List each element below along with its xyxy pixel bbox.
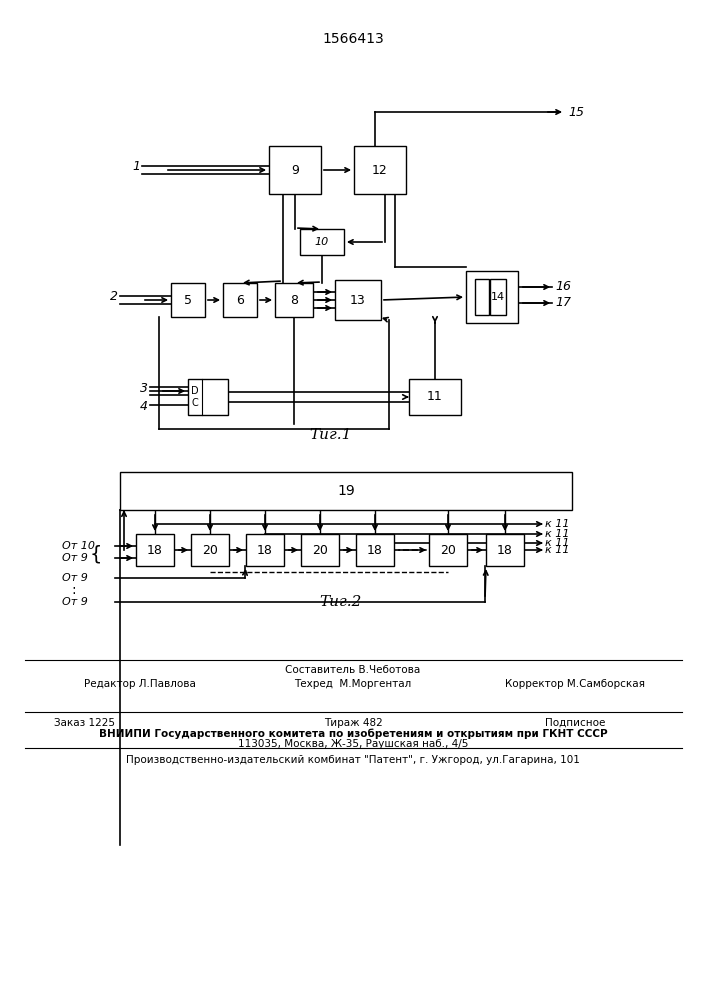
Text: Τиг.1: Τиг.1 — [309, 428, 351, 442]
Text: C: C — [192, 398, 199, 408]
Text: 17: 17 — [555, 296, 571, 310]
Text: ВНИИПИ Государственного комитета по изобретениям и открытиям при ГКНТ СССР: ВНИИПИ Государственного комитета по изоб… — [99, 729, 607, 739]
Text: Заказ 1225: Заказ 1225 — [54, 718, 115, 728]
Text: 20: 20 — [202, 544, 218, 556]
Text: к 11: к 11 — [545, 538, 570, 548]
Text: 10: 10 — [315, 237, 329, 247]
Text: :: : — [71, 583, 76, 597]
Bar — [301, 534, 339, 566]
Text: Техред  М.Моргентал: Техред М.Моргентал — [294, 679, 411, 689]
Bar — [466, 271, 518, 323]
Text: 8: 8 — [290, 294, 298, 306]
Text: к 11: к 11 — [545, 529, 570, 539]
Text: 18: 18 — [367, 544, 383, 556]
Text: к 11: к 11 — [545, 519, 570, 529]
Text: 15: 15 — [568, 105, 584, 118]
Bar — [136, 534, 174, 566]
Text: Тираж 482: Тираж 482 — [324, 718, 382, 728]
Text: 13: 13 — [350, 294, 366, 306]
Text: 2: 2 — [110, 290, 118, 302]
Text: 18: 18 — [257, 544, 273, 556]
Text: 5: 5 — [184, 294, 192, 306]
Text: 6: 6 — [236, 294, 244, 306]
Text: 16: 16 — [555, 280, 571, 294]
Bar — [475, 279, 489, 315]
Bar — [429, 534, 467, 566]
Text: От 9: От 9 — [62, 573, 88, 583]
Bar — [354, 146, 406, 194]
Text: Редактор Л.Павлова: Редактор Л.Павлова — [84, 679, 196, 689]
Text: От 9: От 9 — [62, 553, 88, 563]
Bar — [246, 534, 284, 566]
Bar — [490, 279, 506, 315]
Text: к 11: к 11 — [545, 545, 570, 555]
Text: 12: 12 — [372, 163, 388, 176]
Text: 18: 18 — [147, 544, 163, 556]
Text: 113035, Москва, Ж-35, Раушская наб., 4/5: 113035, Москва, Ж-35, Раушская наб., 4/5 — [238, 739, 468, 749]
Text: От 9: От 9 — [62, 597, 88, 607]
Text: От 10: От 10 — [62, 541, 95, 551]
Text: 3: 3 — [140, 382, 148, 395]
Bar — [223, 283, 257, 317]
Text: 4: 4 — [140, 400, 148, 414]
Bar — [171, 283, 205, 317]
Text: Подписное: Подписное — [545, 718, 605, 728]
Bar — [356, 534, 394, 566]
Bar — [335, 280, 381, 320]
Text: 9: 9 — [291, 163, 299, 176]
Bar — [191, 534, 229, 566]
Text: 18: 18 — [497, 544, 513, 556]
Text: D: D — [191, 386, 199, 396]
Bar — [300, 229, 344, 255]
Text: 14: 14 — [491, 292, 505, 302]
Text: 1566413: 1566413 — [322, 32, 384, 46]
Text: Составитель В.Чеботова: Составитель В.Чеботова — [286, 665, 421, 675]
Text: 11: 11 — [427, 390, 443, 403]
Text: Производственно-издательский комбинат "Патент", г. Ужгород, ул.Гагарина, 101: Производственно-издательский комбинат "П… — [126, 755, 580, 765]
Text: Τиг.2: Τиг.2 — [319, 595, 361, 609]
Text: 20: 20 — [440, 544, 456, 556]
Text: 20: 20 — [312, 544, 328, 556]
Bar — [120, 472, 572, 510]
Text: 1: 1 — [132, 159, 140, 172]
Text: 19: 19 — [337, 484, 355, 498]
Bar — [188, 379, 228, 415]
Bar — [275, 283, 313, 317]
Text: Корректор М.Самборская: Корректор М.Самборская — [505, 679, 645, 689]
Text: {: { — [90, 544, 103, 564]
Bar — [409, 379, 461, 415]
Bar — [269, 146, 321, 194]
Bar — [486, 534, 524, 566]
